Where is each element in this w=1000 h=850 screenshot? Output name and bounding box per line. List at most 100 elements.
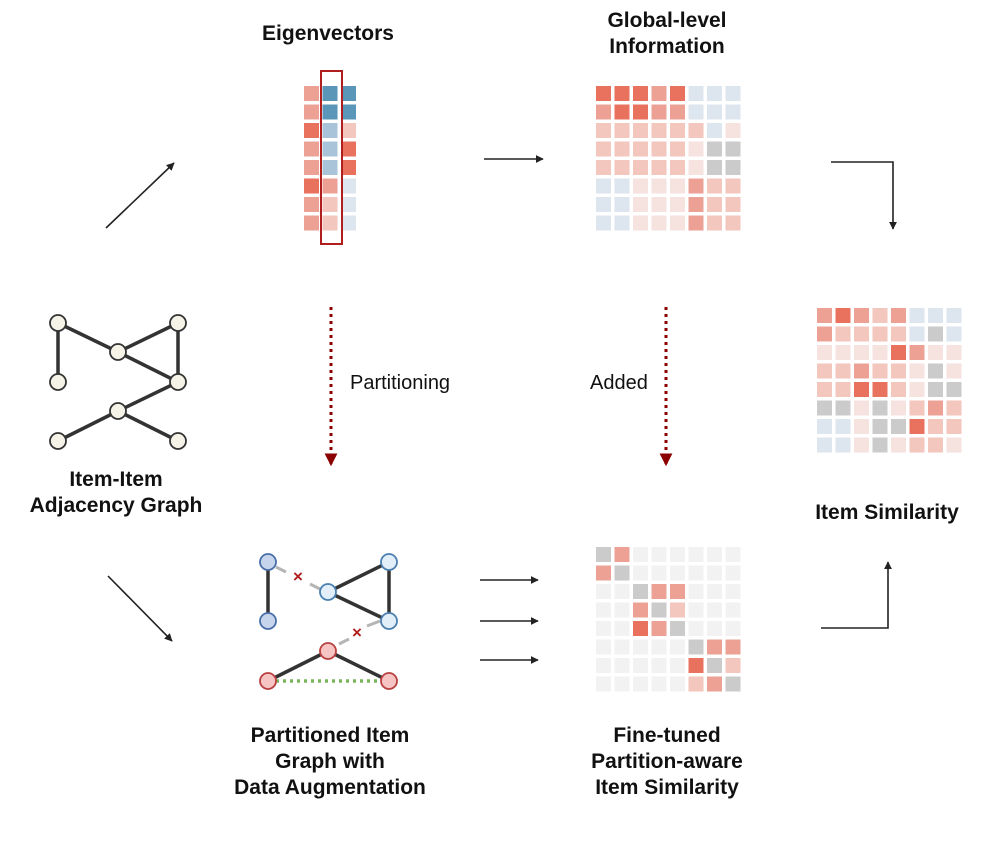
graph-node xyxy=(319,642,337,660)
matrix-cell xyxy=(872,382,888,397)
matrix-cell xyxy=(854,363,869,379)
matrix-cell xyxy=(651,602,667,618)
partitioned-title-line: Partitioned Item xyxy=(250,724,410,747)
matrix-cell xyxy=(304,123,319,138)
matrix-cell xyxy=(688,104,704,120)
matrix-cell xyxy=(341,215,356,231)
matrix-cell xyxy=(872,326,888,342)
matrix-cell xyxy=(670,658,685,673)
matrix-cell xyxy=(854,419,869,434)
matrix-cell xyxy=(872,400,888,416)
matrix-cell xyxy=(633,123,648,138)
matrix-cell xyxy=(688,676,704,692)
matrix-cell xyxy=(596,178,611,194)
matrix-cell xyxy=(725,547,741,562)
matrix-cell xyxy=(872,308,888,323)
removed-edge xyxy=(309,582,321,591)
matrix-cell xyxy=(928,363,943,379)
matrix-cell xyxy=(946,437,962,453)
matrix-cell xyxy=(946,326,962,342)
matrix-cell xyxy=(725,104,741,120)
graph-node xyxy=(259,553,277,571)
finetuned-title-line: Partition-aware xyxy=(591,750,743,773)
global-title-line: Global-level xyxy=(607,9,727,32)
matrix-cell xyxy=(304,141,319,157)
matrix-cell xyxy=(651,584,667,599)
matrix-cell xyxy=(909,308,925,323)
partitioned-title-line: Data Augmentation xyxy=(234,776,426,799)
matrix-cell xyxy=(817,382,832,397)
matrix-cell xyxy=(633,215,648,231)
matrix-cell xyxy=(322,178,338,194)
matrix-cell xyxy=(322,104,338,120)
finetuned-similarity-matrix xyxy=(596,547,741,692)
graph-edge xyxy=(56,409,120,443)
matrix-cell xyxy=(854,308,869,323)
matrix-cell xyxy=(707,104,722,120)
matrix-cell xyxy=(707,197,722,212)
item-similarity-matrix xyxy=(817,308,962,453)
matrix-cell xyxy=(651,676,667,692)
matrix-cell xyxy=(891,400,906,416)
matrix-cell xyxy=(817,419,832,434)
matrix-cell xyxy=(909,419,925,434)
matrix-cell xyxy=(707,565,722,581)
matrix-cell xyxy=(891,382,906,397)
graph-node xyxy=(169,373,187,391)
matrix-cell xyxy=(633,86,648,101)
cut-mark-icon: × xyxy=(352,623,362,642)
matrix-cell xyxy=(835,419,851,434)
matrix-cell xyxy=(322,123,338,138)
matrix-cell xyxy=(909,363,925,379)
graph-edge xyxy=(116,321,180,354)
matrix-cell xyxy=(614,215,630,231)
item-similarity-title: Item Similarity xyxy=(815,501,959,524)
matrix-cell xyxy=(707,160,722,175)
eigenvector-matrix xyxy=(304,86,356,231)
matrix-cell xyxy=(651,86,667,101)
matrix-cell xyxy=(946,345,962,360)
matrix-cell xyxy=(614,584,630,599)
matrix-cell xyxy=(872,437,888,453)
matrix-cell xyxy=(688,639,704,655)
matrix-cell xyxy=(651,178,667,194)
matrix-cell xyxy=(928,437,943,453)
matrix-cell xyxy=(670,104,685,120)
adjacency-graph-nodes xyxy=(49,314,187,450)
matrix-cell xyxy=(688,215,704,231)
matrix-cell xyxy=(707,584,722,599)
graph-node xyxy=(380,612,398,630)
arrow-graph-to-partitioned xyxy=(107,575,173,642)
matrix-cell xyxy=(688,565,704,581)
graph-node xyxy=(49,314,67,332)
matrix-cell xyxy=(688,621,704,636)
adjacency-graph-title: Item-Item Adjacency Graph xyxy=(0,467,232,519)
matrix-cell xyxy=(688,141,704,157)
matrix-cell xyxy=(707,602,722,618)
matrix-cell xyxy=(817,437,832,453)
matrix-cell xyxy=(928,345,943,360)
matrix-cell xyxy=(872,363,888,379)
matrix-cell xyxy=(651,565,667,581)
matrix-cell xyxy=(872,345,888,360)
graph-node xyxy=(49,373,67,391)
matrix-cell xyxy=(322,215,338,231)
matrix-cell xyxy=(596,215,611,231)
matrix-cell xyxy=(633,639,648,655)
matrix-cell xyxy=(835,382,851,397)
partitioning-label: Partitioning xyxy=(350,372,451,394)
graph-edge xyxy=(116,380,180,413)
matrix-cell xyxy=(707,676,722,692)
matrix-cell xyxy=(909,400,925,416)
matrix-cell xyxy=(817,345,832,360)
matrix-cell xyxy=(633,676,648,692)
matrix-cell xyxy=(909,345,925,360)
matrix-cell xyxy=(596,565,611,581)
matrix-cell xyxy=(633,547,648,562)
matrix-cell xyxy=(688,602,704,618)
matrix-cell xyxy=(946,382,962,397)
matrix-cell xyxy=(854,345,869,360)
matrix-cell xyxy=(651,639,667,655)
matrix-cell xyxy=(633,160,648,175)
